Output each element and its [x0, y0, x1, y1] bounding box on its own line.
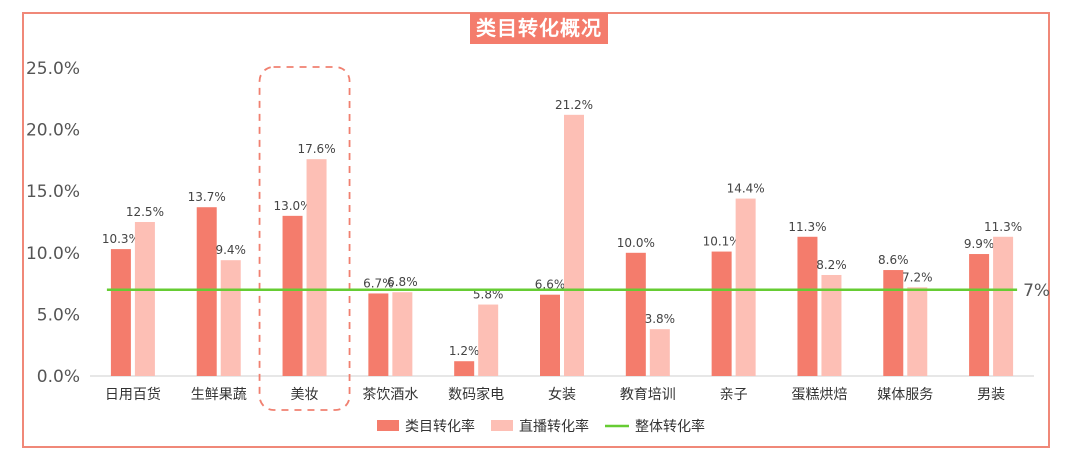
bar-category-rate [196, 207, 217, 376]
y-tick-label: 10.0% [26, 244, 80, 264]
x-tick-label: 教育培训 [620, 387, 676, 403]
bar-live-rate [306, 159, 327, 376]
bar-category-rate [110, 249, 131, 376]
x-tick-label: 蛋糕烘焙 [791, 387, 847, 403]
x-tick-label: 美妆 [291, 387, 319, 403]
bar-live-rate [392, 292, 413, 376]
x-tick-label: 日用百货 [105, 386, 161, 403]
data-label: 12.5% [126, 205, 164, 219]
data-label: 14.4% [727, 182, 765, 196]
y-tick-label: 25.0% [26, 59, 80, 79]
data-label: 10.3% [102, 232, 140, 246]
reference-line-label: 7% [1023, 281, 1050, 301]
y-tick-label: 0.0% [37, 367, 80, 387]
y-tick-label: 15.0% [26, 182, 80, 202]
data-label: 6.6% [535, 278, 566, 292]
x-tick-label: 茶饮酒水 [362, 387, 418, 403]
x-tick-label: 数码家电 [448, 386, 504, 403]
bar-category-rate [969, 254, 990, 376]
data-label: 3.8% [645, 312, 676, 326]
bar-category-rate [797, 236, 818, 376]
data-label: 10.1% [703, 235, 741, 249]
bar-live-rate [564, 114, 584, 376]
legend-label: 直播转化率 [519, 418, 589, 435]
data-label: 17.6% [297, 142, 335, 156]
bar-live-rate [821, 274, 842, 376]
bar-category-rate [711, 251, 732, 376]
bar-category-rate [282, 215, 303, 376]
bar-live-rate [993, 236, 1014, 376]
data-label: 11.3% [984, 220, 1022, 234]
bar-live-rate [220, 260, 241, 376]
data-label: 1.2% [449, 344, 480, 358]
bar-live-rate [649, 329, 670, 376]
y-tick-label: 5.0% [37, 305, 80, 325]
data-label: 13.7% [188, 190, 226, 204]
data-label: 11.3% [788, 220, 826, 234]
x-tick-label: 女装 [548, 386, 576, 403]
bar-live-rate [907, 287, 928, 376]
bar-category-rate [540, 294, 560, 376]
data-label: 9.9% [964, 237, 995, 251]
highlight-box [258, 66, 351, 411]
legend-label: 整体转化率 [635, 418, 705, 435]
bar-live-rate [735, 198, 756, 376]
bar-category-rate [454, 361, 475, 376]
x-tick-label: 媒体服务 [877, 387, 933, 403]
data-label: 10.0% [617, 236, 655, 250]
chart-title: 类目转化概况 [470, 13, 608, 44]
x-tick-label: 男装 [977, 387, 1005, 403]
bar-live-rate [134, 222, 155, 376]
legend-swatch [377, 420, 399, 431]
data-label: 9.4% [215, 243, 246, 257]
data-label: 6.8% [387, 275, 418, 289]
x-tick-label: 亲子 [720, 387, 748, 403]
data-label: 8.6% [878, 253, 909, 267]
bar-category-rate [625, 252, 646, 376]
data-label: 8.2% [816, 258, 847, 272]
bar-category-rate [883, 270, 904, 376]
x-tick-label: 生鲜果蔬 [191, 387, 247, 403]
data-label: 5.8% [473, 288, 504, 302]
legend-swatch [491, 420, 513, 431]
legend-label: 类目转化率 [405, 418, 475, 435]
data-label: 7.2% [902, 270, 933, 284]
data-label: 21.2% [555, 98, 593, 112]
bar-live-rate [478, 304, 499, 376]
data-label: 6.7% [363, 276, 394, 290]
data-label: 13.0% [273, 199, 311, 213]
y-tick-label: 20.0% [26, 121, 80, 141]
bar-category-rate [368, 293, 389, 376]
